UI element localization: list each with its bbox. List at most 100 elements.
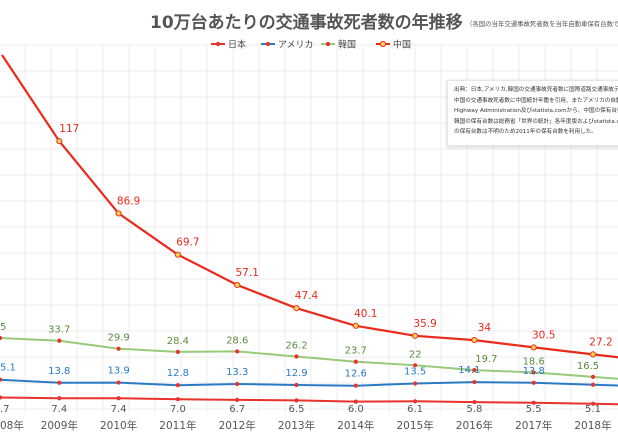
data-label: 40.1	[354, 308, 377, 320]
data-label: 13.8	[523, 366, 545, 377]
legend-label: 日本	[228, 39, 246, 51]
data-label: 19.7	[475, 354, 497, 365]
data-point	[57, 380, 62, 385]
legend-swatch-marker	[265, 41, 271, 47]
legend-label: 韓国	[338, 40, 356, 51]
legend: 日本 アメリカ 韓国 中国	[211, 39, 411, 51]
data-point	[0, 377, 3, 382]
data-point	[531, 400, 536, 405]
data-label: 6.7	[229, 404, 245, 415]
data-label: 5.5	[526, 404, 542, 415]
data-label: 13.3	[226, 367, 248, 378]
source-note: 出典：日本,アメリカ,韓国の交通事故死者数に国際道路交通事故デ 中国の交通事故死…	[447, 80, 618, 146]
data-point	[590, 382, 596, 387]
data-point	[353, 359, 358, 364]
data-point	[353, 399, 358, 404]
legend-label: アメリカ	[278, 40, 314, 51]
data-point	[412, 332, 419, 339]
data-label: 86.9	[117, 195, 140, 207]
grid	[0, 44, 618, 413]
x-tick-label: 2010年	[100, 419, 137, 432]
x-tick-label: 2018年	[574, 419, 611, 432]
x-tick-label: 2009年	[41, 419, 78, 432]
data-point	[235, 349, 240, 354]
data-point	[472, 368, 477, 373]
data-label: 12.6	[345, 369, 367, 380]
data-label: 47.4	[295, 290, 319, 302]
data-label: 5.8	[466, 404, 482, 415]
series-line	[0, 396, 618, 406]
data-point	[116, 346, 121, 351]
data-point	[116, 396, 121, 401]
chart-subtitle: （各国の当年交通事故死者数を当年自動車保有台数で割	[466, 19, 618, 28]
data-label: 117	[59, 123, 79, 135]
data-point	[294, 382, 299, 388]
data-point	[589, 351, 597, 358]
data-label: 7.4	[51, 404, 67, 415]
data-point	[471, 337, 478, 344]
source-note-line: の保有台数は不明のため2011年の保有台数を利用した。	[454, 129, 597, 136]
data-point	[234, 281, 241, 289]
data-point	[353, 383, 358, 388]
x-tick-label: 2013年	[278, 419, 315, 432]
data-point	[293, 305, 300, 312]
data-point	[590, 401, 596, 406]
data-point	[175, 349, 180, 354]
data-label: 26.2	[285, 340, 307, 351]
data-point	[413, 381, 418, 386]
data-label: 27.2	[589, 336, 612, 348]
x-tick-label: 2011年	[159, 419, 196, 432]
x-axis-tick-labels: 08年 2009年 2010年 2011年 2012年 2013年 2014年 2015年 20…	[0, 419, 612, 432]
data-point	[115, 210, 122, 217]
data-point	[413, 399, 418, 404]
data-labels: 5 33.7 29.9 28.4 28.6 26.2 23.7 22 19.7 18.6 16.5 5…	[0, 123, 613, 415]
data-point	[0, 335, 3, 341]
data-point	[530, 344, 537, 351]
data-label: 22	[409, 349, 422, 360]
legend-swatch-marker	[379, 40, 387, 48]
source-note-line: 韓国の保有台数は総務省「世界の統計」各年度版およびstatista.c	[454, 118, 618, 125]
data-label: 12.8	[167, 368, 189, 379]
data-label: 13.5	[404, 367, 426, 378]
data-point	[590, 374, 596, 379]
data-point	[413, 363, 418, 368]
data-point	[531, 380, 536, 385]
data-label: 18.6	[523, 356, 545, 367]
data-point	[174, 251, 181, 258]
data-point	[294, 398, 299, 403]
data-point	[175, 383, 180, 388]
data-label: 30.5	[532, 329, 555, 341]
source-note-line: 中国の交通事故死者数に中国統計年鑑を引用、またアメリカの自動	[454, 97, 618, 104]
series-lines	[0, 54, 618, 406]
data-point	[294, 354, 299, 359]
series-markers	[0, 138, 597, 406]
data-label: 7.0	[170, 404, 186, 415]
source-note-line: Highway Administration及びstatista.comから、中…	[454, 108, 618, 115]
legend-label: 中国	[393, 39, 411, 51]
data-label: 33.7	[48, 325, 70, 336]
data-label: 57.1	[236, 267, 259, 279]
data-label: 12.9	[285, 368, 307, 379]
series-line	[1, 54, 618, 359]
x-tick-label: 08年	[0, 419, 24, 432]
data-label: 6.0	[348, 404, 364, 415]
data-point	[57, 396, 62, 401]
data-point	[472, 379, 477, 385]
data-label: 6.1	[407, 404, 423, 415]
data-label: 5.1	[585, 404, 601, 415]
chart-title: 10万台あたりの交通事故死者数の年推移	[150, 12, 463, 33]
data-label: 13.9	[107, 366, 129, 377]
x-tick-label: 2017年	[515, 419, 552, 432]
data-label: 16.5	[577, 361, 599, 372]
data-point	[235, 381, 240, 387]
data-label: 13.8	[48, 366, 70, 377]
data-point	[235, 397, 240, 403]
x-tick-label: 2015年	[396, 419, 433, 432]
data-point	[175, 397, 180, 402]
data-label: 29.9	[107, 333, 129, 344]
series-line	[0, 337, 618, 380]
data-point	[531, 370, 536, 375]
legend-swatch-marker	[215, 41, 221, 47]
data-label: .7	[0, 404, 10, 415]
